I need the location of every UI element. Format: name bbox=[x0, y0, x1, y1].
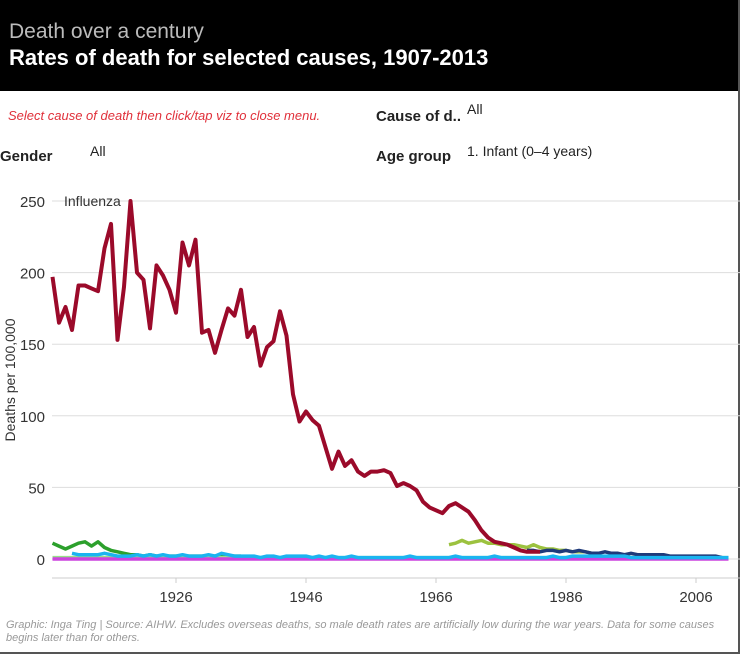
cause-label: Cause of d.. bbox=[376, 108, 462, 125]
series-line-influenza bbox=[50, 199, 540, 554]
hint-text: Select cause of death then click/tap viz… bbox=[8, 108, 321, 123]
series-line bbox=[71, 551, 729, 560]
y-tick-label: 200 bbox=[20, 266, 45, 283]
gender-dropdown[interactable]: All bbox=[90, 143, 106, 159]
x-tick-label: 2006 bbox=[679, 589, 712, 606]
title: Rates of death for selected causes, 1907… bbox=[9, 45, 489, 70]
y-tick-label: 0 bbox=[37, 552, 45, 569]
x-tick-label: 1926 bbox=[159, 589, 192, 606]
x-tick-label: 1946 bbox=[289, 589, 322, 606]
subtitle: Death over a century bbox=[9, 20, 204, 43]
y-tick-label: 50 bbox=[28, 480, 45, 497]
x-tick-label: 1966 bbox=[419, 589, 452, 606]
cause-dropdown[interactable]: All bbox=[467, 101, 483, 117]
footer-note: Graphic: Inga Ting | Source: AIHW. Exclu… bbox=[6, 619, 715, 644]
y-tick-label: 150 bbox=[20, 337, 45, 354]
influenza-label: Influenza bbox=[64, 193, 121, 209]
age-label: Age group bbox=[376, 148, 451, 165]
y-axis-title: Deaths per 100,000 bbox=[2, 318, 18, 441]
gender-label: Gender bbox=[0, 148, 53, 165]
x-tick-label: 1986 bbox=[549, 589, 582, 606]
header: Death over a century Rates of death for … bbox=[0, 0, 738, 91]
y-tick-label: 250 bbox=[20, 194, 45, 211]
age-dropdown[interactable]: 1. Infant (0–4 years) bbox=[467, 143, 593, 159]
y-tick-label: 100 bbox=[20, 409, 45, 426]
